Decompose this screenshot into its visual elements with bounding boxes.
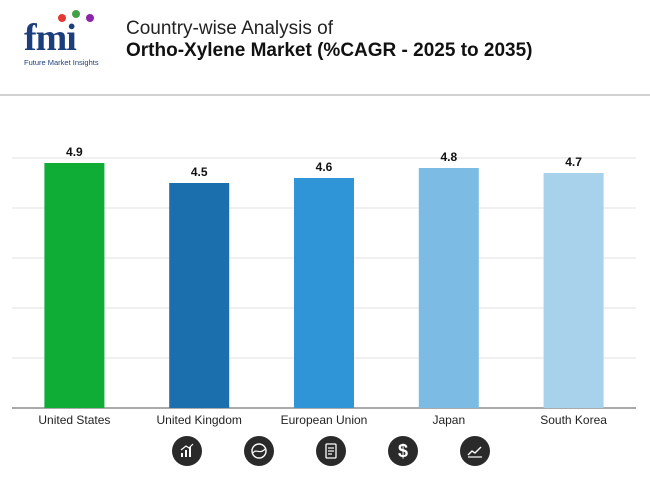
logo-text: fmi [24, 17, 77, 59]
footer-icon-row: $ [0, 436, 650, 470]
chart-title-line1: Country-wise Analysis of [126, 18, 333, 39]
bar-chart-svg: 4.9 United States 4.5 United Kingdom 4.6 Euro… [12, 145, 636, 427]
logo-dot-green [72, 10, 80, 18]
x-tick-label: United States [38, 413, 110, 427]
header-divider [0, 94, 650, 96]
bar-european-union[interactable] [294, 178, 354, 408]
data-label: 4.6 [316, 160, 333, 174]
line-chart-icon[interactable] [460, 436, 490, 466]
logo-dot-red [58, 14, 66, 22]
x-tick-label: European Union [281, 413, 368, 427]
globe-icon[interactable] [244, 436, 274, 466]
bar-united-states[interactable] [44, 163, 105, 408]
bar-united-kingdom[interactable] [169, 183, 230, 408]
x-tick-label: Japan [432, 413, 465, 427]
bar-japan[interactable] [418, 168, 479, 408]
logo-subtitle: Future Market Insights [24, 58, 99, 67]
dollar-icon[interactable]: $ [388, 436, 418, 466]
data-label: 4.5 [191, 165, 208, 179]
bar-chart-icon[interactable] [172, 436, 202, 466]
x-tick-label: United Kingdom [157, 413, 242, 427]
chart-title-line2: Ortho-Xylene Market (%CAGR - 2025 to 203… [126, 40, 533, 61]
logo-dot-purple [86, 14, 94, 22]
bar-south-korea[interactable] [543, 173, 604, 408]
bar-chart: 4.9 United States 4.5 United Kingdom 4.6 Euro… [0, 96, 650, 436]
x-tick-label: South Korea [540, 413, 607, 427]
header: fmi Future Market Insights Country-wise … [0, 0, 650, 94]
data-label: 4.7 [565, 155, 582, 169]
data-label: 4.9 [66, 145, 83, 159]
svg-text:$: $ [398, 441, 408, 461]
fmi-logo[interactable]: fmi Future Market Insights [22, 10, 112, 67]
data-label: 4.8 [440, 150, 457, 164]
document-icon[interactable] [316, 436, 346, 466]
